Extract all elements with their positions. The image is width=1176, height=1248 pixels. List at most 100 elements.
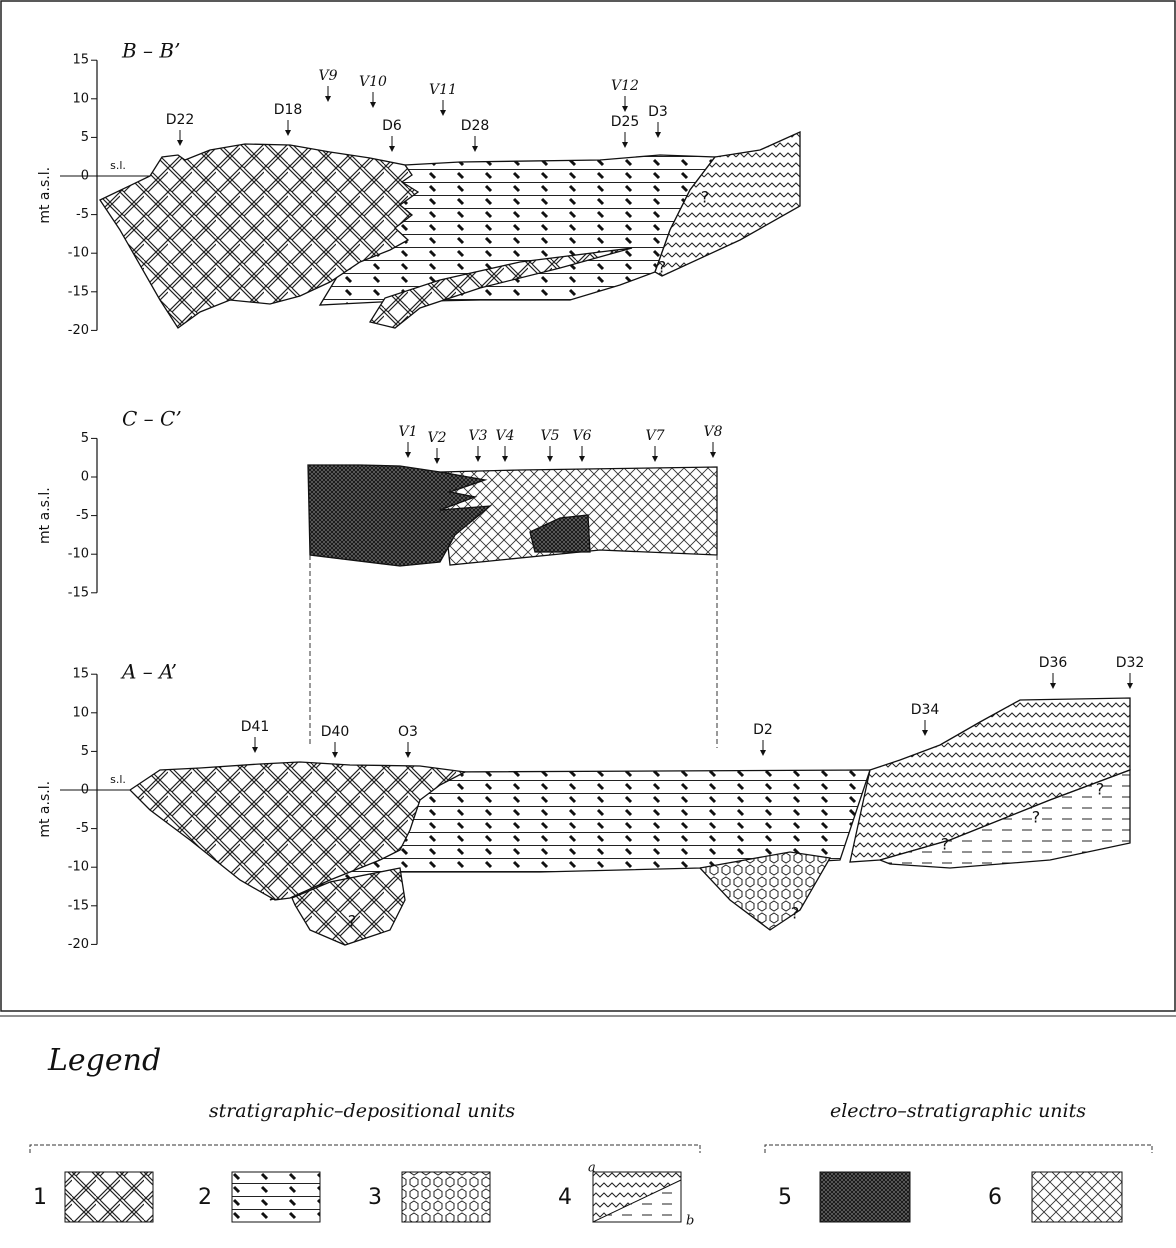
well-label: V12 [611,78,639,94]
sea-level-label: s.l. [110,773,126,786]
bracket [30,1145,700,1153]
well-arrowhead [332,752,338,758]
y-tick-label: -15 [68,284,89,299]
uncertain-mark: ? [348,912,357,931]
legend-swatch [1032,1172,1122,1222]
well-label: D6 [382,118,402,134]
legend-number: 1 [33,1185,47,1210]
well-label: D18 [274,102,303,118]
well-arrowhead [710,452,716,458]
y-tick-label: -10 [68,547,89,562]
axis-label: mt a.s.l. [37,487,53,544]
legend-group-label: stratigraphic–depositional units [209,1100,516,1122]
y-tick-label: 0 [81,470,89,485]
well-arrowhead [1050,683,1056,689]
legend-sublabel: a [588,1161,596,1176]
well-label: D25 [611,114,640,130]
well-arrowhead [389,146,395,152]
well-arrowhead [370,102,376,108]
sea-level-label: s.l. [110,159,126,172]
y-tick-label: -10 [68,860,89,875]
well-label: V11 [429,82,457,98]
well-arrowhead [502,456,508,462]
uncertain-mark: ? [1096,780,1105,799]
bracket [765,1145,1152,1153]
well-label: V8 [703,424,722,440]
legend-swatch [65,1172,153,1222]
legend-group-label: electro–stratigraphic units [830,1100,1086,1122]
well-label: D32 [1116,655,1145,671]
y-tick-label: 5 [81,744,89,759]
legend-number: 6 [988,1185,1002,1210]
y-tick-label: 10 [72,705,89,720]
well-label: V1 [398,424,417,440]
uncertain-mark: ? [941,835,950,854]
well-arrowhead [547,456,553,462]
well-arrowhead [177,140,183,146]
well-label: V5 [540,428,559,444]
legend-swatch [402,1172,490,1222]
y-tick-label: -20 [68,323,89,338]
well-label: D22 [166,112,195,128]
section-b-geology [100,132,800,328]
page: Legend stratigraphic–depositional units … [0,0,1176,1248]
y-tick-label: -5 [76,821,89,836]
well-arrowhead [405,752,411,758]
uncertain-mark: ? [1032,808,1041,827]
y-tick-label: -20 [68,937,89,952]
well-arrowhead [622,142,628,148]
legend-number: 2 [198,1185,212,1210]
well-arrowhead [579,456,585,462]
well-arrowhead [325,96,331,102]
y-tick-label: 5 [81,130,89,145]
y-tick-label: -15 [68,585,89,600]
y-tick-label: 10 [72,91,89,106]
well-label: D36 [1039,655,1068,671]
y-tick-label: -15 [68,898,89,913]
y-tick-label: 15 [72,667,89,682]
uncertain-mark: ? [701,188,710,207]
well-arrowhead [1127,683,1133,689]
section-title: C – C’ [122,407,182,431]
y-tick-label: 5 [81,431,89,446]
well-label: V3 [468,428,487,444]
well-label: V9 [318,68,337,84]
uncertain-mark: ? [658,258,667,277]
well-arrowhead [622,106,628,112]
well-label: D3 [648,104,668,120]
well-arrowhead [434,458,440,464]
well-label: V7 [645,428,664,444]
axis-label: mt a.s.l. [37,167,53,224]
section-title: A – A’ [120,660,177,684]
legend-sublabel: b [686,1214,694,1229]
well-arrowhead [760,750,766,756]
well-arrowhead [475,456,481,462]
well-arrowhead [922,730,928,736]
well-label: V6 [572,428,591,444]
well-label: D2 [753,722,773,738]
legend-number: 3 [368,1185,382,1210]
y-tick-label: -5 [76,508,89,523]
well-arrowhead [655,132,661,138]
axis-label: mt a.s.l. [37,781,53,838]
legend-title: Legend [47,1043,161,1078]
well-arrowhead [252,747,258,753]
y-tick-label: 15 [72,53,89,68]
section-title: B – B’ [121,39,180,63]
well-label: D28 [461,118,490,134]
legend-number: 4 [558,1185,572,1210]
section-c-geology [308,465,717,748]
well-arrowhead [405,452,411,458]
well-arrowhead [440,110,446,116]
well-label: V10 [359,74,387,90]
well-label: V4 [495,428,514,444]
legend-swatch [232,1172,320,1222]
section-a-geology [130,698,1130,945]
well-label: D41 [241,719,270,735]
legend-number: 5 [778,1185,792,1210]
well-arrowhead [285,130,291,136]
y-tick-label: -5 [76,207,89,222]
well-label: D34 [911,702,940,718]
legend-swatch [820,1172,910,1222]
well-arrowhead [652,456,658,462]
